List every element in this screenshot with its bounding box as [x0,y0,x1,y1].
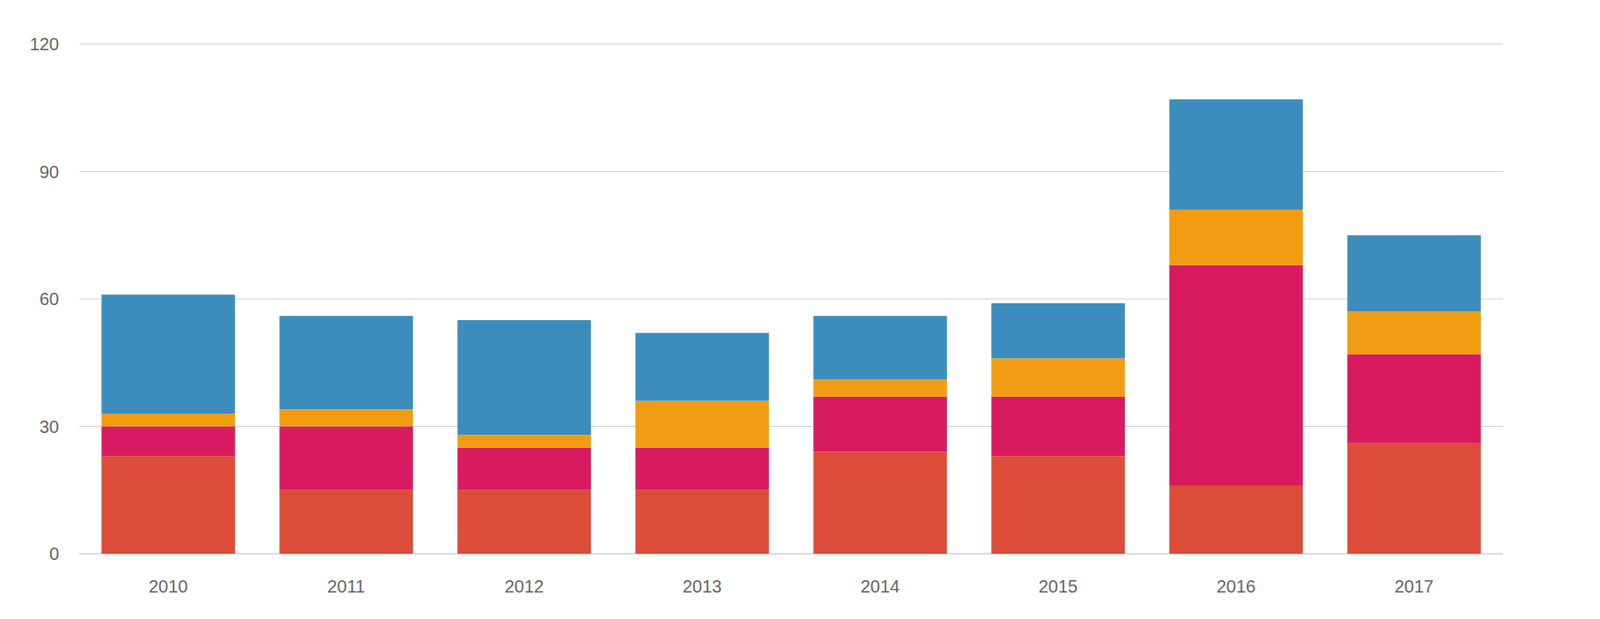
bar-segment [1169,485,1304,554]
x-tick-label: 2011 [326,576,365,596]
bar-segment [813,315,948,379]
bar-segment [635,447,770,490]
x-tick-label: 2016 [1216,576,1257,596]
bar-segment [279,489,414,554]
page: {"chart_data": {"type": "bar", "stacked"… [0,0,1600,619]
bars [101,99,1482,554]
y-tick-label: 90 [39,162,60,182]
x-tick-label: 2010 [148,576,189,596]
bar-segment [813,451,948,554]
bar-segment [1347,443,1482,554]
bar-segment [101,455,236,554]
x-tick-label: 2013 [682,576,723,596]
bar-segment [1347,311,1482,354]
bar-segment [1347,354,1482,444]
bar-segment [1347,235,1482,312]
y-tick-label: 120 [29,34,60,54]
grid-line [79,44,1504,45]
bar-segment [1169,209,1304,266]
bar-segment [101,294,236,414]
y-tick-label: 0 [49,543,60,563]
bar-segment [457,434,592,447]
bar-segment [813,379,948,397]
x-tick-label: 2014 [860,576,901,596]
bar-segment [635,400,770,448]
bar-segment [457,489,592,554]
x-tick-label: 2017 [1394,576,1435,596]
bar-segment [991,455,1126,554]
y-tick-label: 30 [39,416,60,437]
bar-segment [991,357,1126,396]
bar-segment [279,315,414,409]
grid [79,44,1504,554]
x-tick-label: 2012 [504,576,545,596]
bar-segment [279,408,414,426]
bar-segment [813,396,948,452]
bar-segment [1169,264,1304,485]
bar-segment [635,489,770,554]
y-tick-label: 60 [39,288,60,309]
bar-segment [101,413,236,426]
x-tick-label: 2015 [1038,576,1079,596]
bar-segment [1169,99,1304,210]
chart: 0 30 60 90 120 2010 2011 2012 2013 2014 2015 2016 20… [0,0,1600,619]
bar-segment [991,396,1126,456]
bar-segment [635,333,770,401]
bar-segment [991,303,1126,359]
bar-segment [279,426,414,490]
bar-segment [101,426,236,457]
bar-segment [457,319,592,435]
bar-segment [457,447,592,490]
